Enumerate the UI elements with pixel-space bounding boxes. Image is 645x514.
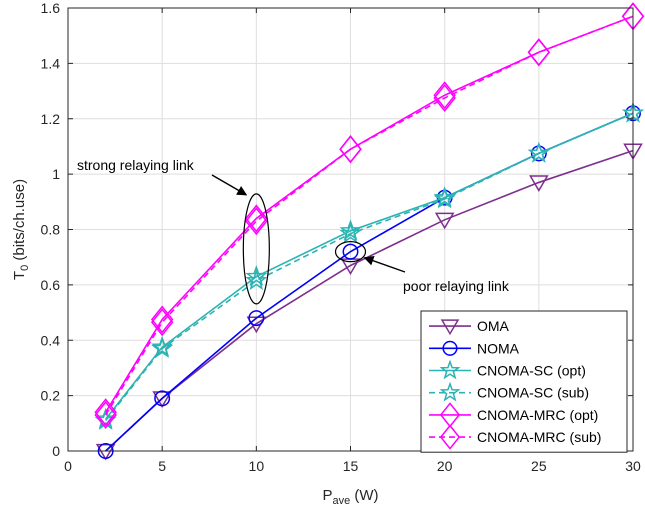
y-tick-label: 0.6 [41,277,61,293]
x-tick-label: 5 [158,458,166,474]
legend-entry: CNOMA-SC (opt) [429,359,586,380]
y-tick-label: 1 [52,166,60,182]
legend-label: NOMA [477,340,520,356]
series-lines [94,2,645,461]
data-point [433,81,456,110]
annotations: strong relaying link poor relaying link [77,157,510,305]
series-line [105,112,634,422]
y-tick-label: 0.4 [41,332,61,348]
y-tick-label: 0.8 [41,222,61,238]
data-point [150,308,174,337]
data-point [339,219,362,241]
legend-entry: OMA [429,318,510,336]
legend-label: CNOMA-SC (sub) [477,385,589,401]
data-point [433,186,456,208]
legend-box [420,310,628,453]
legend-label: CNOMA-SC (opt) [477,363,586,379]
legend-marker [439,359,461,380]
data-point [433,83,456,113]
legend-entry: NOMA [429,340,520,356]
data-point [245,269,268,291]
x-axis-label: Pave (W) [322,487,378,507]
y-tick-label: 1.2 [41,111,61,127]
legend-label: CNOMA-MRC (sub) [477,429,601,445]
annotation-arrow-strong [211,174,248,196]
data-point [339,135,362,164]
series-line [105,112,634,420]
annotation-poor-relaying-link: poor relaying link [403,278,510,294]
data-point [245,204,268,233]
data-point [95,443,116,461]
x-tick-label: 20 [437,458,453,474]
y-tick-label: 1.6 [41,0,61,16]
data-point [151,335,174,357]
annotation-ellipse-poor [334,241,367,263]
data-point [433,187,456,209]
data-point [154,390,171,407]
data-point [248,310,265,327]
y-tick-label: 0 [52,443,60,459]
legend-marker [440,319,460,336]
legend-entry: CNOMA-SC (sub) [429,381,589,402]
x-tick-label: 25 [531,458,547,474]
data-point [151,336,174,358]
legend-label: OMA [477,318,510,334]
x-tick-label: 0 [64,458,72,474]
x-tick-label: 10 [249,458,265,474]
legend-label: CNOMA-MRC (opt) [477,407,598,423]
legend: OMA NOMA CNOMA-SC (opt) CNOMA-SC (sub) CNOMA… [420,310,628,453]
data-point [150,305,174,334]
x-tick-label: 15 [343,458,359,474]
data-point [339,222,362,244]
annotation-strong-relaying-link: strong relaying link [77,157,195,173]
data-point [94,400,117,430]
axis-ticks: 0 5 10 15 20 25 30 0 0.2 0.4 0.6 0.8 1 1.2 1.4 1.6 [41,0,641,474]
annotation-arrow-poor [363,255,406,273]
legend-marker [439,424,461,450]
data-point [527,38,551,67]
data-point [245,265,268,286]
legend-marker [439,381,461,402]
y-tick-label: 1.4 [41,55,61,71]
y-tick-label: 0.2 [41,388,61,404]
data-point [94,398,117,427]
annotation-ellipse-strong [242,193,270,305]
grid [67,7,634,452]
data-point [434,212,455,230]
series-line [104,15,634,416]
legend-entry: CNOMA-MRC (sub) [429,424,601,450]
legend-marker [442,340,458,356]
data-point [245,207,268,236]
data-point [152,391,172,408]
data-point [529,175,549,192]
x-tick-label: 30 [625,458,641,474]
data-point [527,141,550,163]
data-point [342,243,359,260]
y-axis-label: T0 (bits/ch.use) [11,179,31,280]
